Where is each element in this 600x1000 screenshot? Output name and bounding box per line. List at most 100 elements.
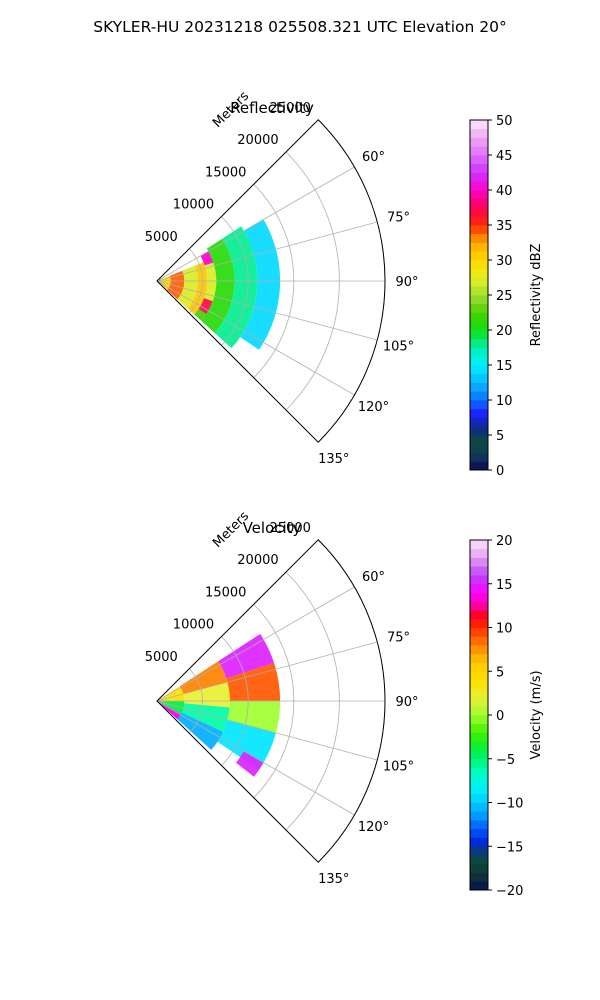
reflectivity-azimuth-tick-label: 105°: [383, 340, 414, 355]
reflectivity-colorbar-band: [470, 198, 488, 208]
reflectivity-colorbar-tick-label: 25: [496, 289, 513, 304]
reflectivity-azimuth-tick-label: 60°: [362, 150, 385, 165]
reflectivity-colorbar-band: [470, 408, 488, 418]
reflectivity-colorbar-band: [470, 277, 488, 287]
velocity-colorbar-band: [470, 688, 488, 698]
reflectivity-gate-5: [204, 262, 217, 302]
reflectivity-range-tick-label: 20000: [237, 133, 278, 148]
reflectivity-colorbar-tick-label: 20: [496, 324, 513, 339]
reflectivity-colorbar-band: [470, 356, 488, 366]
reflectivity-colorbar-band: [470, 391, 488, 401]
velocity-range-tick-label: 5000: [145, 650, 178, 665]
velocity-colorbar-band: [470, 802, 488, 812]
reflectivity-range-tick-label: 25000: [270, 101, 311, 116]
velocity-azimuth-tick-label: 75°: [387, 630, 410, 645]
velocity-colorbar-band: [470, 671, 488, 681]
velocity-gate-6: [177, 712, 224, 750]
velocity-colorbar: −20 −15 −10 −5 0 5 10 15 20 Velocity (m/s): [469, 534, 544, 899]
reflectivity-colorbar-band: [470, 181, 488, 191]
velocity-colorbar-tick-label: 5: [496, 665, 504, 680]
reflectivity-gate-7: [194, 309, 207, 321]
velocity-colorbar-band: [470, 601, 488, 611]
reflectivity-colorbar-band: [470, 373, 488, 383]
velocity-colorbar-band: [470, 618, 488, 628]
reflectivity-colorbar-band: [470, 163, 488, 173]
velocity-colorbar-band: [470, 557, 488, 567]
reflectivity-colorbar-band: [470, 461, 488, 471]
velocity-colorbar-band: [470, 662, 488, 672]
velocity-colorbar-band: [470, 811, 488, 821]
velocity-azimuth-tick-label: 90°: [395, 695, 418, 710]
velocity-colorbar-band: [470, 653, 488, 663]
velocity-colorbar-band: [470, 846, 488, 856]
reflectivity-colorbar-band: [470, 190, 488, 200]
velocity-azimuth-tick-label: 135°: [318, 872, 349, 887]
velocity-colorbar-tick-label: −10: [496, 797, 523, 812]
reflectivity-colorbar-band: [470, 155, 488, 165]
reflectivity-range-tick-label: 15000: [205, 165, 246, 180]
velocity-panel: Velocity500010000150002000025000Meters60…: [145, 509, 544, 899]
reflectivity-colorbar-tick-label: 40: [496, 184, 513, 199]
velocity-azimuth-spoke-1: [156, 641, 378, 702]
velocity-colorbar-band: [470, 697, 488, 707]
reflectivity-colorbar-band: [470, 128, 488, 138]
velocity-colorbar-band: [470, 627, 488, 637]
velocity-colorbar-band: [470, 715, 488, 725]
velocity-colorbar-band: [470, 767, 488, 777]
reflectivity-colorbar-band: [470, 286, 488, 296]
velocity-azimuth-tick-label: 105°: [383, 760, 414, 775]
reflectivity-colorbar-band: [470, 435, 488, 445]
reflectivity-colorbar-band: [470, 417, 488, 427]
reflectivity-colorbar-band: [470, 321, 488, 331]
velocity-colorbar-band: [470, 592, 488, 602]
velocity-colorbar-band: [470, 828, 488, 838]
velocity-colorbar-band: [470, 793, 488, 803]
velocity-gate-3: [179, 661, 228, 694]
velocity-colorbar-band: [470, 540, 488, 550]
velocity-colorbar-band: [470, 706, 488, 716]
velocity-azimuth-tick-label: 120°: [358, 820, 389, 835]
velocity-azimuth-spoke-0: [156, 586, 355, 702]
reflectivity-colorbar-tick-label: 0: [496, 464, 504, 479]
velocity-colorbar-tick-label: −5: [496, 753, 515, 768]
velocity-colorbar-band: [470, 855, 488, 865]
velocity-range-tick-label: 15000: [205, 585, 246, 600]
reflectivity-title: Reflectivity: [230, 99, 314, 117]
reflectivity-colorbar-band: [470, 216, 488, 226]
velocity-azimuth-tick-label: 60°: [362, 570, 385, 585]
velocity-colorbar-band: [470, 741, 488, 751]
velocity-title: Velocity: [243, 519, 302, 537]
velocity-colorbar-tick-label: 10: [496, 622, 513, 637]
reflectivity-azimuth-spoke-1: [156, 221, 378, 282]
velocity-colorbar-tick-label: 15: [496, 578, 513, 593]
reflectivity-colorbar-band: [470, 260, 488, 270]
reflectivity-colorbar-band: [470, 225, 488, 235]
reflectivity-colorbar-band: [470, 400, 488, 410]
velocity-colorbar-band: [470, 837, 488, 847]
velocity-gate-11: [236, 751, 264, 777]
velocity-colorbar-band: [470, 820, 488, 830]
velocity-colorbar-band: [470, 610, 488, 620]
reflectivity-gate-10: [240, 219, 281, 350]
velocity-colorbar-band: [470, 723, 488, 733]
velocity-colorbar-band: [470, 680, 488, 690]
velocity-colorbar-band: [470, 583, 488, 593]
velocity-colorbar-band: [470, 636, 488, 646]
reflectivity-colorbar-tick-label: 5: [496, 429, 504, 444]
velocity-colorbar-band: [470, 575, 488, 585]
reflectivity-colorbar-band: [470, 443, 488, 453]
velocity-colorbar-band: [470, 566, 488, 576]
reflectivity-gate-6: [198, 298, 213, 315]
figure-title: SKYLER-HU 20231218 025508.321 UTC Elevat…: [93, 18, 507, 36]
reflectivity-colorbar-band: [470, 146, 488, 156]
velocity-colorbar-band: [470, 785, 488, 795]
reflectivity-colorbar-tick-label: 50: [496, 114, 513, 129]
reflectivity-colorbar-band: [470, 242, 488, 252]
reflectivity-colorbar-band: [470, 382, 488, 392]
reflectivity-colorbar-band: [470, 120, 488, 130]
reflectivity-colorbar-band: [470, 303, 488, 313]
velocity-colorbar-label: Velocity (m/s): [529, 670, 544, 759]
reflectivity-colorbar-tick-label: 45: [496, 149, 513, 164]
reflectivity-gate-4: [200, 251, 214, 266]
reflectivity-azimuth-tick-label: 120°: [358, 400, 389, 415]
